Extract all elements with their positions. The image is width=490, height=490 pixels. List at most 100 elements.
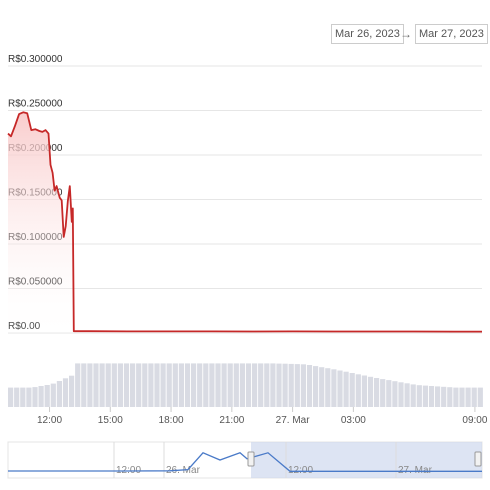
volume-bar	[319, 367, 325, 407]
volume-bar	[331, 369, 337, 407]
volume-bar	[26, 387, 32, 407]
volume-bar	[160, 363, 166, 407]
volume-bar	[361, 375, 367, 407]
volume-bar	[300, 364, 306, 407]
volume-bar	[428, 386, 435, 407]
price-line	[7, 111, 482, 333]
volume-bar	[245, 363, 252, 407]
volume-bar	[355, 374, 361, 407]
volume-bar	[374, 378, 380, 407]
x-tick-label: 27. Mar	[276, 415, 311, 426]
price-area	[8, 112, 482, 333]
volume-bar	[142, 363, 148, 407]
volume-bar	[191, 363, 197, 407]
volume-bar	[239, 363, 245, 407]
y-tick-label: R$0.250000	[8, 99, 63, 110]
volume-bar	[306, 365, 313, 407]
volume-bar	[8, 387, 14, 407]
volume-bar	[117, 363, 123, 407]
volume-bar	[209, 363, 215, 407]
volume-bar	[56, 381, 62, 407]
volume-bar	[477, 387, 483, 407]
volume-bar	[123, 363, 130, 407]
volume-bar	[453, 387, 459, 407]
volume-bar	[276, 363, 282, 407]
volume-bar	[148, 363, 154, 407]
navigator-handle-right[interactable]	[474, 451, 482, 467]
volume-bar	[62, 378, 69, 407]
x-tick-label: 03:00	[341, 415, 366, 426]
volume-bar	[410, 384, 416, 407]
volume-bar	[44, 385, 50, 407]
volume-bar	[203, 363, 209, 407]
volume-bar	[111, 363, 117, 407]
volume-bar	[380, 379, 386, 407]
navigator-label: 12:00	[288, 465, 313, 476]
volume-bar	[75, 363, 81, 407]
x-tick-label: 18:00	[159, 415, 184, 426]
navigator: 12:00 26. Mar 12:00 27. Mar	[7, 441, 483, 479]
x-tick-label: 09:00	[462, 415, 487, 426]
volume-bar	[50, 383, 56, 407]
volume-bar	[441, 386, 447, 407]
volume-bar	[398, 382, 404, 407]
volume-bar	[367, 376, 374, 407]
x-tick-label: 12:00	[37, 415, 62, 426]
volume-bar	[227, 363, 233, 407]
volume-bar	[93, 363, 99, 407]
volume-bars	[8, 363, 483, 407]
volume-bar	[81, 363, 87, 407]
volume-bar	[404, 383, 410, 407]
volume-bar	[184, 363, 191, 407]
x-tick-label: 21:00	[219, 415, 244, 426]
navigator-selection	[251, 442, 482, 478]
volume-bar	[252, 363, 258, 407]
volume-bar	[422, 385, 428, 407]
volume-bar	[294, 364, 300, 407]
volume-bar	[154, 363, 160, 407]
gridlines	[8, 65, 482, 334]
volume-bar	[471, 387, 477, 407]
volume-bar	[447, 387, 453, 407]
volume-bar	[282, 363, 288, 407]
y-tick-label: R$0.300000	[8, 54, 63, 65]
volume-bar	[172, 363, 178, 407]
navigator-line	[8, 452, 482, 472]
volume-bar	[14, 387, 20, 407]
volume-bar	[166, 363, 172, 407]
volume-bar	[197, 363, 203, 407]
volume-bar	[392, 381, 398, 407]
date-to-input[interactable]: Mar 27, 2023	[415, 24, 488, 44]
price-series	[7, 111, 482, 333]
volume-bar	[435, 386, 441, 407]
volume-bar	[343, 371, 349, 407]
navigator-label: 27. Mar	[398, 465, 433, 476]
volume-bar	[233, 363, 239, 407]
volume-bar	[130, 363, 136, 407]
volume-bar	[258, 363, 264, 407]
volume-bar	[465, 387, 471, 407]
volume-bar	[215, 363, 221, 407]
date-from-input[interactable]: Mar 26, 2023	[331, 24, 404, 44]
volume-bar	[32, 387, 38, 407]
volume-bar	[288, 363, 294, 407]
volume-bar	[87, 363, 93, 407]
x-tick-label: 15:00	[98, 415, 123, 426]
volume-bar	[459, 387, 465, 407]
volume-bar	[325, 368, 331, 407]
volume-bar	[264, 363, 270, 407]
volume-bar	[221, 363, 227, 407]
volume-bar	[178, 363, 184, 407]
range-arrow-icon: →	[400, 27, 412, 41]
volume-bar	[38, 386, 44, 407]
volume-bar	[349, 373, 355, 407]
volume-bar	[270, 363, 276, 407]
volume-bar	[99, 363, 105, 407]
navigator-handle-left[interactable]	[247, 451, 255, 467]
x-axis-labels: 12:00 15:00 18:00 21:00 27. Mar 03:00 09:00	[37, 407, 488, 426]
volume-bar	[386, 380, 392, 407]
volume-bar	[20, 387, 26, 407]
volume-bar	[69, 375, 75, 407]
volume-bar	[416, 385, 422, 407]
